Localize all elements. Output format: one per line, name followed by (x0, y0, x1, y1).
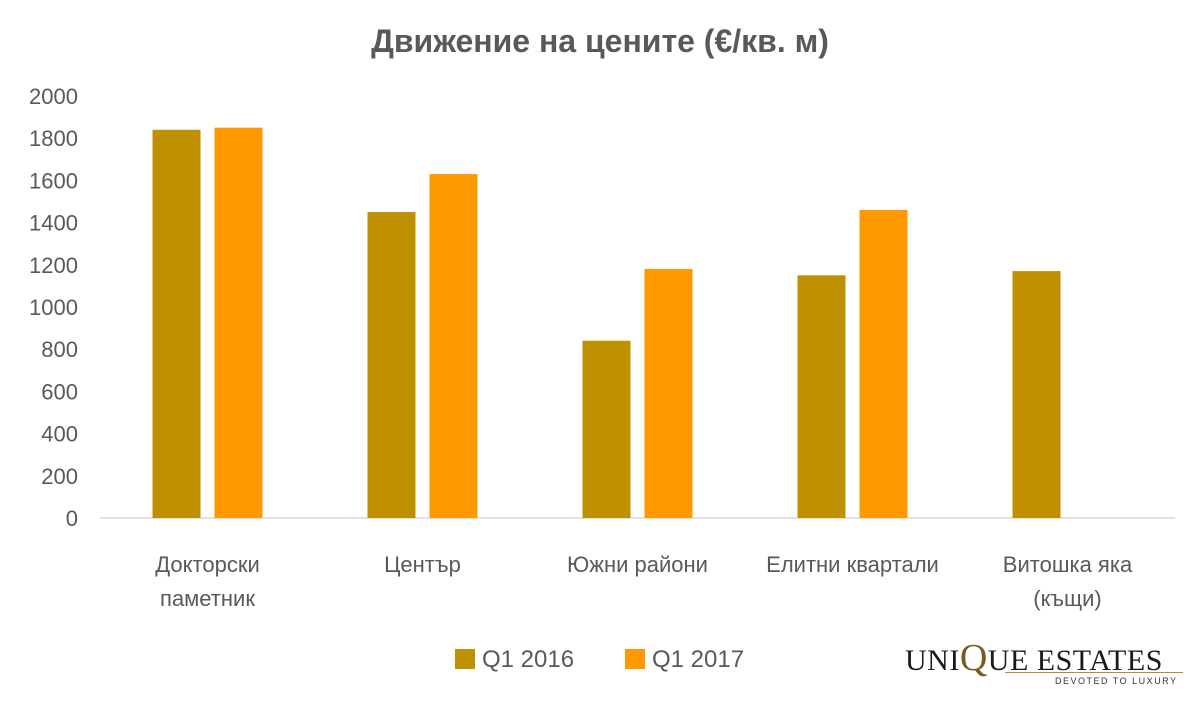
legend-label: Q1 2016 (482, 646, 574, 673)
x-category-label: паметник (160, 586, 255, 611)
y-tick-label: 600 (41, 379, 78, 404)
y-tick-label: 1400 (29, 211, 78, 236)
chart-title: Движение на цените (€/кв. м) (371, 23, 829, 59)
unique-estates-logo: UNIQUE ESTATES DEVOTED TO LUXURY (905, 632, 1190, 694)
bar-q1-2016 (1012, 271, 1061, 518)
y-tick-label: 1800 (29, 126, 78, 151)
bar-q1-2016 (367, 212, 416, 519)
logo-part-2: Q (959, 637, 988, 679)
bar-q1-2017 (644, 269, 693, 518)
y-tick-label: 1600 (29, 168, 78, 193)
x-category-label: Южни райони (567, 552, 708, 577)
logo-wordmark: UNIQUE ESTATES (905, 636, 1163, 680)
x-category-label: Докторски (155, 552, 259, 577)
legend-swatch (455, 649, 475, 669)
logo-tagline: DEVOTED TO LUXURY (1055, 676, 1178, 686)
bar-q1-2016 (152, 129, 201, 518)
x-category-label: Витошка яка (1003, 552, 1133, 577)
bar-q1-2016 (797, 275, 846, 518)
x-category-label: (къщи) (1033, 586, 1101, 611)
legend-label: Q1 2017 (652, 646, 744, 673)
x-category-label: Елитни квартали (766, 552, 939, 577)
y-tick-label: 400 (41, 422, 78, 447)
bar-q1-2017 (214, 127, 263, 519)
y-tick-label: 0 (66, 506, 78, 531)
x-category-label: Център (384, 552, 461, 577)
bar-q1-2017 (429, 174, 478, 518)
y-tick-label: 1200 (29, 253, 78, 278)
y-tick-label: 2000 (29, 84, 78, 109)
y-tick-label: 200 (41, 464, 78, 489)
legend-swatch (625, 649, 645, 669)
logo-part-3: UE ESTATES (987, 644, 1163, 677)
bar-q1-2017 (859, 209, 908, 518)
bar-q1-2016 (582, 340, 631, 518)
y-tick-label: 800 (41, 337, 78, 362)
logo-part-1: UNI (905, 644, 960, 677)
logo-divider (1005, 672, 1183, 673)
y-tick-label: 1000 (29, 295, 78, 320)
